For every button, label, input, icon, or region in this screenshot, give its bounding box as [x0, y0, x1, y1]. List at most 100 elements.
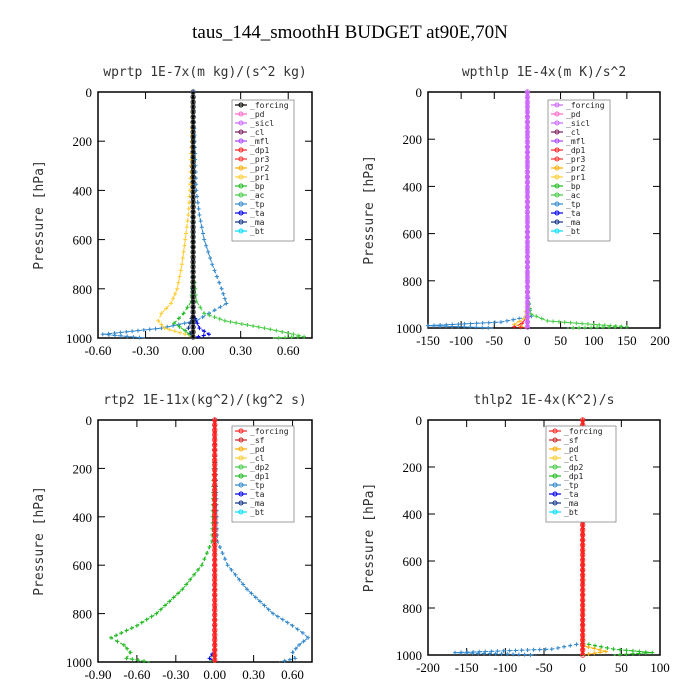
series-point — [184, 225, 189, 230]
series-point — [556, 319, 561, 324]
series-point — [522, 652, 527, 657]
series-point — [574, 642, 579, 647]
zero-profile-marker — [212, 537, 218, 543]
series-point — [568, 320, 573, 325]
series-point — [580, 321, 585, 326]
series-point — [476, 651, 481, 656]
panel-title: thlp2 1E-4x(K^2)/s — [474, 393, 615, 408]
series-point — [256, 325, 261, 330]
zero-profile-marker — [212, 517, 218, 523]
series-point — [505, 318, 510, 323]
series-point — [147, 327, 152, 332]
legend-entry: _dp2 — [250, 463, 269, 472]
legend-entry: _pd — [564, 445, 579, 454]
series-point — [108, 635, 113, 640]
series-point — [511, 652, 516, 657]
series-point — [183, 332, 188, 337]
series-point — [136, 658, 141, 663]
zero-profile-marker — [524, 94, 531, 100]
legend-entry: _mfl — [250, 137, 269, 146]
series-point — [131, 334, 136, 339]
y-tick-label: 1000 — [396, 321, 422, 336]
series-point — [512, 324, 517, 329]
series-point — [159, 311, 164, 316]
zero-profile-marker — [190, 114, 196, 120]
series-point — [208, 256, 213, 261]
legend-marker — [552, 500, 558, 506]
series-point — [172, 321, 177, 326]
zero-profile-marker — [212, 527, 218, 533]
legend-entry: _pr1 — [250, 173, 269, 182]
series-point — [493, 651, 498, 656]
series-point — [180, 262, 185, 267]
series-point — [212, 308, 217, 313]
series-point — [551, 319, 556, 324]
series-point — [280, 329, 285, 334]
legend-entry: _sf — [564, 436, 579, 445]
series-point — [301, 639, 306, 644]
series-point — [188, 577, 193, 582]
series-point — [175, 591, 180, 596]
series-point — [518, 325, 523, 330]
series-point — [480, 325, 485, 330]
legend-marker — [238, 228, 244, 234]
y-tick-label: 600 — [403, 554, 423, 569]
series-point — [482, 651, 487, 656]
x-tick-label: 0.00 — [203, 667, 226, 682]
x-tick-label: -0.60 — [84, 343, 111, 358]
x-tick-label: 0 — [579, 660, 586, 675]
zero-profile-marker — [579, 552, 586, 558]
series-point — [444, 324, 449, 329]
plot-frame — [97, 91, 313, 339]
series-point — [128, 650, 133, 655]
legend-marker — [238, 437, 244, 443]
legend-marker — [554, 210, 560, 216]
series-point — [217, 316, 222, 321]
series-point — [125, 334, 130, 339]
legend-marker — [552, 509, 558, 515]
zero-profile-marker — [190, 254, 196, 260]
series-point — [519, 648, 524, 653]
series-point — [186, 213, 191, 217]
series-point — [176, 316, 181, 321]
series-point — [184, 582, 189, 587]
panel-3: rtp2 1E-11x(kg^2)/(kg^2 s) Pressure [hPa]… — [32, 393, 313, 682]
series-point — [204, 551, 209, 556]
panel-1: wprtp 1E-7x(m kg)/(s^2 kg) Pressure [hPa]… — [32, 65, 313, 358]
series-point — [182, 243, 187, 248]
zero-profile-marker — [524, 104, 531, 110]
legend-marker — [238, 428, 244, 434]
legend-marker — [552, 491, 558, 497]
series-point — [241, 582, 246, 587]
legend-entry: _ta — [250, 209, 265, 218]
zero-profile-marker — [579, 557, 586, 563]
x-tick-label: 0.30 — [229, 343, 252, 358]
legend-marker — [238, 491, 244, 497]
series-point — [199, 225, 204, 230]
y-tick-label: 400 — [403, 507, 423, 522]
x-tick-label: 200 — [650, 333, 670, 348]
plot-frame — [427, 419, 661, 656]
series-point — [624, 652, 629, 657]
series-point — [511, 317, 516, 322]
legend-entry: _dp1 — [250, 146, 269, 155]
series-point — [285, 620, 290, 625]
legend-marker — [552, 437, 558, 443]
series-point — [464, 650, 469, 655]
series-point — [185, 305, 190, 310]
legend-entry: _ta — [566, 209, 581, 218]
legend-marker — [238, 201, 244, 207]
legend-marker — [238, 111, 244, 117]
legend-entry: _forcing — [564, 427, 603, 436]
legend-entry: _sf — [250, 436, 265, 445]
y-tick-label: 800 — [73, 607, 93, 622]
zero-profile-marker — [579, 637, 586, 643]
series-point — [290, 623, 295, 628]
zero-profile-marker — [212, 657, 218, 663]
zero-profile-marker — [579, 607, 586, 613]
series-point — [592, 651, 597, 656]
legend-entry: _ma — [564, 499, 579, 508]
panel-title: rtp2 1E-11x(kg^2)/(kg^2 s) — [103, 393, 307, 408]
series-point — [137, 335, 142, 340]
series-point — [597, 322, 602, 327]
